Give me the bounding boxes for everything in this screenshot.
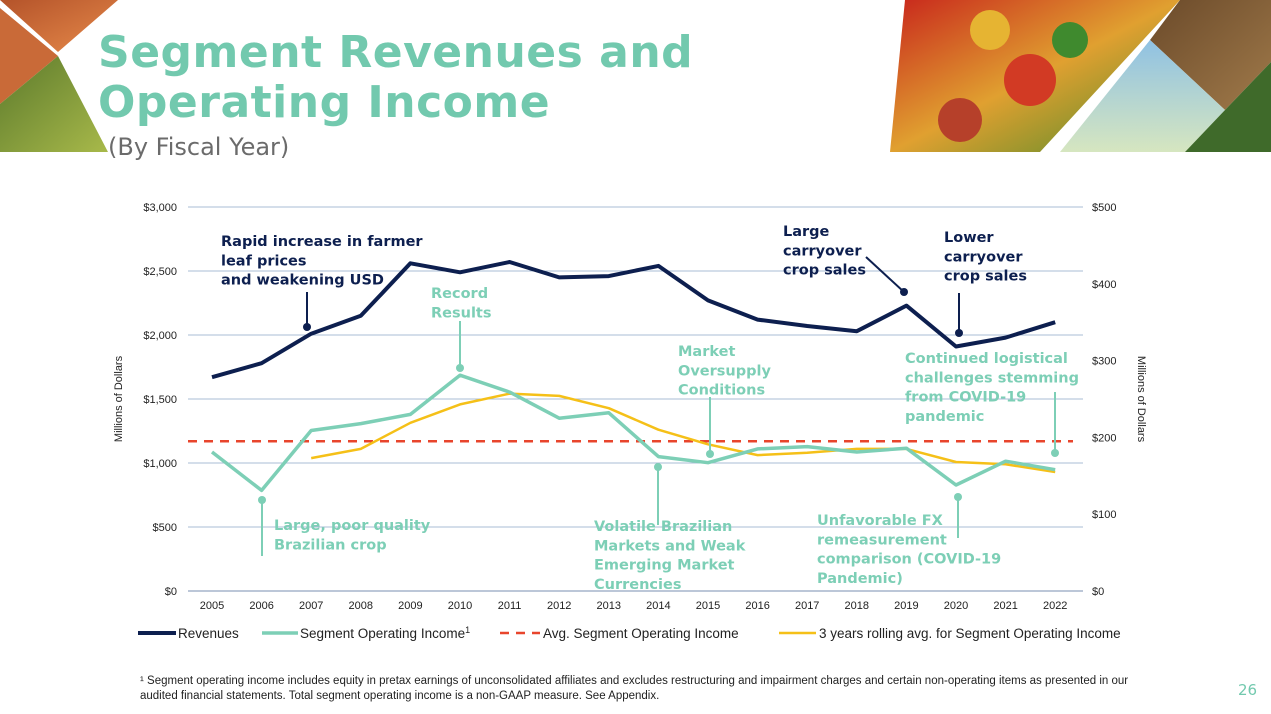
x-tick-label: 2010	[448, 600, 472, 612]
right-y-tick-label: $200	[1092, 432, 1116, 444]
annotation-text: Results	[431, 305, 492, 321]
legend-label: 3 years rolling avg. for Segment Operati…	[819, 626, 1121, 641]
right-y-tick-label: $0	[1092, 586, 1104, 598]
page-number: 26	[1238, 681, 1258, 699]
annotation-text: Market	[678, 344, 735, 360]
annotation-text: Pandemic)	[817, 571, 903, 587]
x-tick-label: 2007	[299, 600, 323, 612]
x-tick-label: 2017	[795, 600, 819, 612]
left-y-tick-label: $3,000	[143, 202, 177, 214]
annotation-text: Emerging Market	[594, 558, 735, 574]
annotation-text: crop sales	[944, 269, 1027, 285]
annotation-marker	[706, 450, 714, 458]
x-tick-label: 2014	[646, 600, 670, 612]
title-line-2: Operating Income	[98, 77, 551, 128]
x-tick-label: 2012	[547, 600, 571, 612]
left-photo-collage	[0, 0, 118, 152]
revenues-line	[211, 260, 1056, 380]
x-tick-label: 2018	[845, 600, 869, 612]
right-y-tick-label: $100	[1092, 509, 1116, 521]
left-y-tick-label: $2,500	[143, 266, 177, 278]
annotation-text: comparison (COVID-19	[817, 552, 1001, 568]
legend-label: Segment Operating Income1	[300, 625, 470, 641]
annotation-marker	[900, 288, 908, 296]
annotation-text: remeasurement	[817, 532, 947, 548]
left-axis-title: Millions of Dollars	[113, 355, 125, 442]
annotation-text: Conditions	[678, 383, 765, 399]
annotation-marker	[456, 364, 464, 372]
title-line-1: Segment Revenues and	[98, 27, 694, 78]
legend-label: Avg. Segment Operating Income	[543, 626, 739, 641]
annotation-leader	[865, 256, 905, 293]
x-tick-label: 2016	[745, 600, 769, 612]
right-y-tick-label: $300	[1092, 356, 1116, 368]
page-subtitle: (By Fiscal Year)	[108, 133, 290, 161]
annotation-text: carryover	[783, 243, 862, 259]
x-tick-label: 2021	[993, 600, 1017, 612]
rolling-avg-line	[310, 392, 1056, 474]
annotation-text: Rapid increase in farmer	[221, 234, 423, 250]
x-tick-label: 2005	[200, 600, 224, 612]
annotation-marker	[258, 496, 266, 504]
annotation-text: Currencies	[594, 577, 681, 593]
left-y-tick-label: $1,000	[143, 458, 177, 470]
annotation-marker	[303, 323, 311, 331]
annotation-text: Large	[783, 224, 830, 240]
annotation-text: Volatile Brazilian	[594, 519, 732, 535]
x-tick-label: 2009	[398, 600, 422, 612]
annotation-text: Large, poor quality	[274, 518, 431, 534]
segment-operating-income-line	[210, 373, 1056, 493]
x-tick-label: 2006	[249, 600, 273, 612]
x-tick-label: 2022	[1043, 600, 1067, 612]
annotation-text: Continued logistical	[905, 351, 1068, 367]
annotation-text: Oversupply	[678, 363, 771, 379]
annotation-text: pandemic	[905, 409, 984, 425]
annotation-text: challenges stemming	[905, 370, 1079, 386]
x-tick-label: 2011	[498, 600, 522, 612]
x-tick-label: 2008	[349, 600, 373, 612]
annotation-text: from COVID-19	[905, 390, 1026, 406]
left-y-tick-label: $0	[165, 586, 177, 598]
annotation-text: leaf prices	[221, 253, 307, 269]
footnote: ¹ Segment operating income includes equi…	[140, 675, 1129, 702]
annotation-marker	[654, 463, 662, 471]
annotation-text: Record	[431, 286, 488, 302]
annotation-marker	[954, 493, 962, 501]
annotation-text: Lower	[944, 230, 994, 246]
right-y-tick-label: $500	[1092, 202, 1116, 214]
left-y-tick-label: $1,500	[143, 394, 177, 406]
annotation-text: Brazilian crop	[274, 537, 387, 553]
annotation-text: Unfavorable FX	[817, 513, 943, 529]
page-title: Segment Revenues and Operating Income	[98, 28, 693, 128]
left-y-tick-label: $500	[153, 522, 177, 534]
x-tick-label: 2013	[597, 600, 621, 612]
annotation-text: crop sales	[783, 263, 866, 279]
left-y-tick-label: $2,000	[143, 330, 177, 342]
x-tick-label: 2019	[894, 600, 918, 612]
x-tick-label: 2015	[696, 600, 720, 612]
annotation-marker	[1051, 449, 1059, 457]
annotation-marker	[955, 329, 963, 337]
legend-label: Revenues	[178, 626, 239, 641]
legend-footnote-mark: 1	[465, 625, 470, 635]
right-y-tick-label: $400	[1092, 279, 1116, 291]
annotation-text: carryover	[944, 249, 1023, 265]
annotation-text: Markets and Weak	[594, 538, 746, 554]
annotation-text: and weakening USD	[221, 273, 384, 289]
x-tick-label: 2020	[944, 600, 968, 612]
right-photo-collage	[890, 0, 1271, 152]
right-axis-title: Millions of Dollars	[1135, 356, 1147, 443]
